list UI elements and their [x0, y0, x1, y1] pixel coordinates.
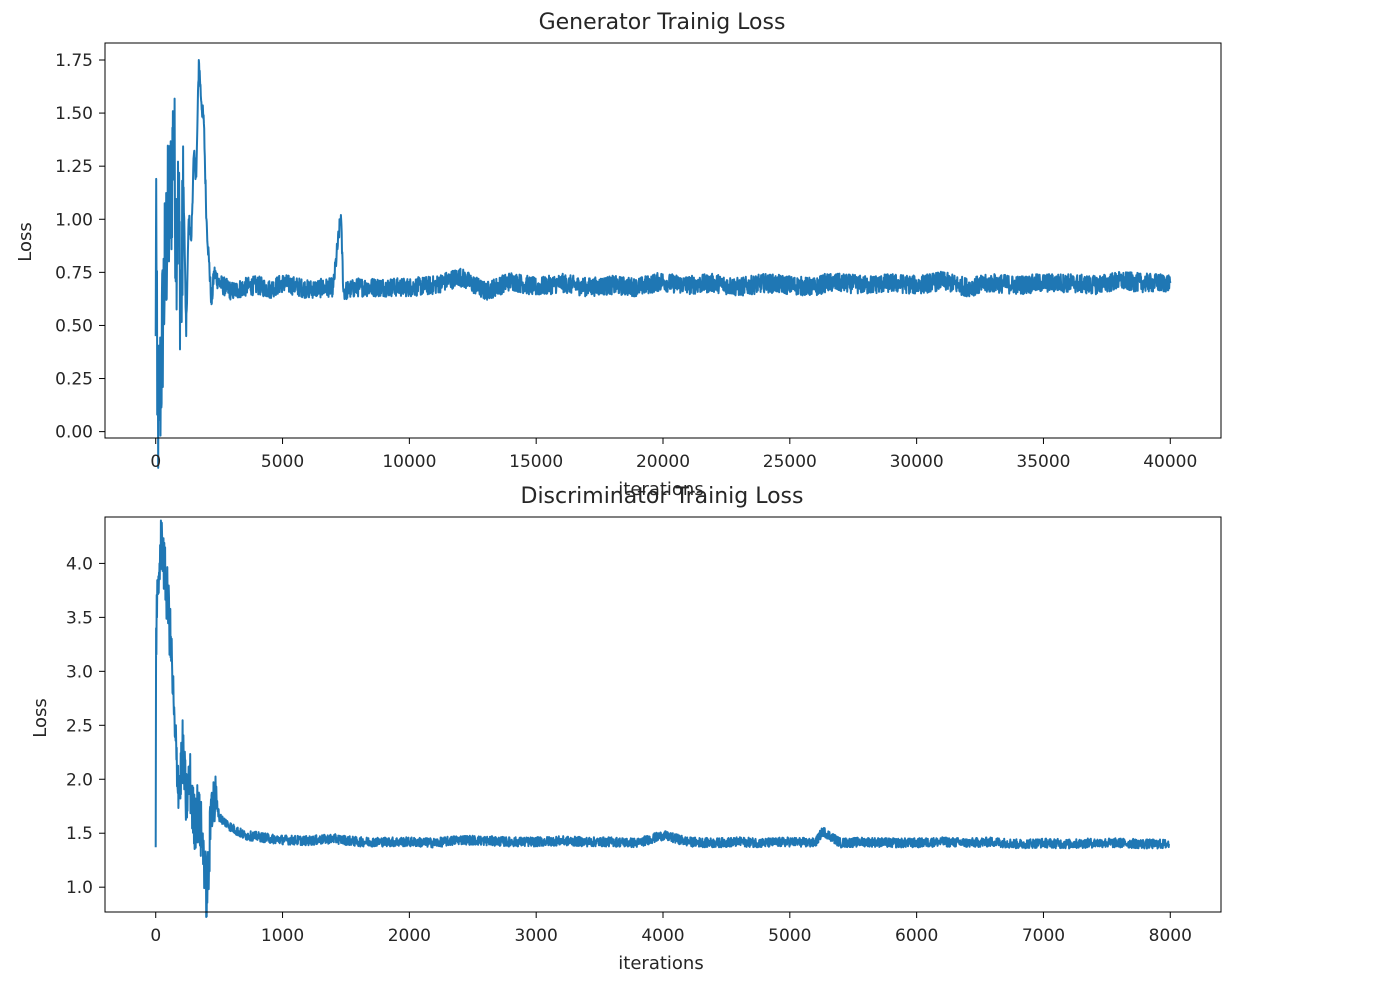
y-tick-label: 1.5	[66, 824, 93, 844]
x-ticks: 0 1000 2000 3000 4000 5000 6000 7000 8000	[150, 912, 1192, 946]
x-tick-label: 0	[150, 926, 161, 946]
plot-frame	[104, 516, 1222, 913]
y-tick-label: 2.0	[66, 770, 93, 790]
x-tick-label: 25000	[763, 452, 817, 472]
x-tick-label: 0	[150, 452, 161, 472]
y-tick-label: 3.5	[66, 608, 93, 628]
y-tick-label: 1.25	[55, 157, 93, 177]
chart-title: Discriminator Trainig Loss	[521, 484, 804, 509]
line-layer	[154, 519, 1170, 918]
loss-series-line	[154, 59, 1172, 469]
x-tick-label: 4000	[641, 926, 684, 946]
x-ticks: 0 5000 10000 15000 20000 25000 30000 35000 40000	[150, 438, 1197, 472]
x-tick-label: 2000	[388, 926, 431, 946]
x-axis-label: iterations	[618, 479, 703, 500]
x-tick-label: 10000	[382, 452, 436, 472]
y-tick-label: 1.75	[55, 51, 93, 71]
x-tick-label: 35000	[1016, 452, 1070, 472]
x-tick-label: 7000	[1022, 926, 1065, 946]
y-tick-label: 0.25	[55, 370, 93, 390]
y-axis-label: Loss	[15, 222, 36, 261]
y-tick-label: 0.75	[55, 263, 93, 283]
y-ticks: 1.0 1.5 2.0 2.5 3.0 3.5 4.0	[66, 554, 105, 898]
x-tick-label: 8000	[1149, 926, 1192, 946]
x-tick-label: 6000	[895, 926, 938, 946]
x-tick-label: 5000	[261, 452, 304, 472]
x-tick-label: 40000	[1143, 452, 1197, 472]
x-tick-label: 15000	[509, 452, 563, 472]
plot-frame	[104, 42, 1222, 439]
discriminator-loss-panel: Discriminator Trainig Loss 0 1000 2000 3000…	[30, 484, 1222, 974]
y-axis-label: Loss	[30, 698, 51, 737]
x-tick-label: 3000	[515, 926, 558, 946]
y-tick-label: 0.50	[55, 316, 93, 336]
x-axis-label: iterations	[618, 953, 703, 974]
x-tick-label: 1000	[261, 926, 304, 946]
y-tick-label: 1.50	[55, 104, 93, 124]
y-tick-label: 2.5	[66, 716, 93, 736]
y-tick-label: 1.00	[55, 210, 93, 230]
loss-series-line	[154, 519, 1170, 918]
generator-loss-panel: Generator Trainig Loss 0 5000 10000 15000 20…	[15, 10, 1222, 500]
y-tick-label: 1.0	[66, 878, 93, 898]
chart-title: Generator Trainig Loss	[539, 10, 786, 35]
y-tick-label: 4.0	[66, 554, 93, 574]
y-tick-label: 3.0	[66, 662, 93, 682]
x-tick-label: 20000	[636, 452, 690, 472]
x-tick-label: 5000	[768, 926, 811, 946]
line-layer	[154, 59, 1172, 469]
x-tick-label: 30000	[890, 452, 944, 472]
y-tick-label: 0.00	[55, 423, 93, 443]
y-ticks: 0.00 0.25 0.50 0.75 1.00 1.25 1.50 1.75	[55, 51, 105, 443]
